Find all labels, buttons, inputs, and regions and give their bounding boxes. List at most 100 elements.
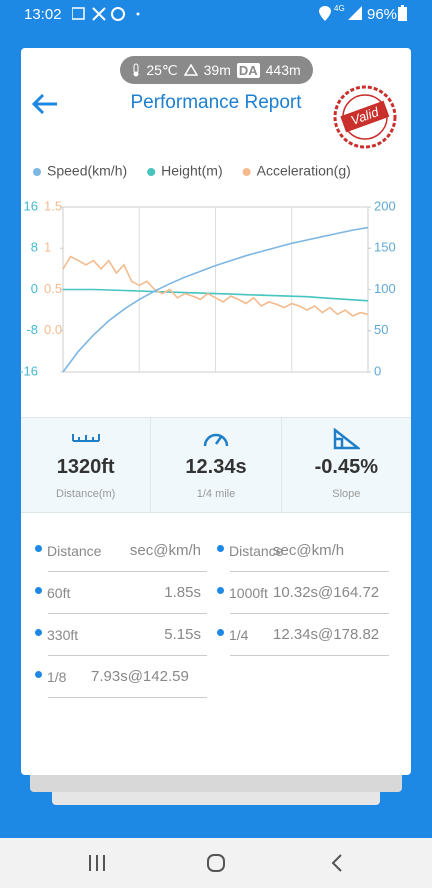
da-tag: DA <box>236 62 260 78</box>
stat-label: Slope <box>332 488 361 500</box>
mountain-icon <box>183 64 198 76</box>
report-card <box>21 48 411 775</box>
row-label: 1000ft <box>229 585 268 601</box>
row-time: 5.15s <box>164 626 201 643</box>
tick-label: 0 <box>374 363 381 378</box>
row-divider <box>230 571 389 572</box>
status-bar: 13:02 4G 96% <box>0 0 432 28</box>
location-icon <box>319 6 331 21</box>
tick-label: 16 <box>24 198 38 213</box>
series-line <box>62 255 369 317</box>
battery-icon <box>398 5 407 21</box>
conditions-badge: 25℃ 39m DA 443m <box>120 56 313 84</box>
nav-bar <box>0 838 432 888</box>
row-divider <box>48 655 207 656</box>
series-line <box>62 226 369 373</box>
row-label: Distance <box>47 543 102 559</box>
bullet <box>35 671 42 678</box>
legend-marker <box>242 168 251 176</box>
bullet <box>217 629 224 636</box>
stat-label: Distance(m) <box>56 488 116 500</box>
tick-label: 8 <box>31 240 38 255</box>
tick-label: -8 <box>26 322 38 337</box>
row-label: 1/4 <box>229 627 249 643</box>
status-icons <box>72 7 140 21</box>
density-altitude: 443m <box>265 62 301 78</box>
row-divider <box>230 613 389 614</box>
table-row: 60ft 1.85s <box>21 572 207 614</box>
legend-label: Acceleration(g) <box>257 163 351 179</box>
slope-icon <box>334 428 361 450</box>
row-time: sec@km/h <box>273 542 345 559</box>
tick-label: 150 <box>374 240 396 255</box>
stat-cell: 12.34s 1/4 mile <box>151 418 282 512</box>
table-row: 1/4 12.34s@178.82 <box>203 614 389 656</box>
valid-stamp: Valid <box>333 85 397 149</box>
row-label: Distance <box>229 543 284 559</box>
row-divider <box>48 613 207 614</box>
recents-button[interactable] <box>88 854 106 872</box>
row-time: 1.85s <box>164 584 201 601</box>
row-divider <box>48 697 207 698</box>
stats-panel: 1320ft Distance(m) 12.34s 1/4 mile -0.45… <box>21 417 411 513</box>
legend-marker <box>147 168 156 176</box>
tick-label: 0 <box>31 281 38 296</box>
row-label: 60ft <box>47 585 71 601</box>
legend-marker <box>33 168 41 176</box>
paper-shadow <box>30 770 402 792</box>
legend-label: Speed(km/h) <box>47 163 127 179</box>
row-label: 330ft <box>47 627 79 643</box>
table-column: Distance sec@km/h 60ft 1.85s 330ft 5.15s 1/8 7.… <box>21 530 207 698</box>
row-time: 7.93s@142.59 <box>91 668 189 685</box>
back-nav-button[interactable] <box>330 853 344 873</box>
tick-label: 50 <box>374 322 388 337</box>
row-divider <box>230 655 389 656</box>
stat-cell: 1320ft Distance(m) <box>21 418 152 512</box>
row-divider <box>48 571 207 572</box>
bullet <box>35 587 42 594</box>
bullet <box>217 545 224 552</box>
tick-label: 200 <box>374 198 396 213</box>
stat-label: 1/4 mile <box>196 488 236 500</box>
battery: 96% <box>367 6 398 23</box>
bullet <box>35 629 42 636</box>
stat-value: 12.34s <box>185 456 247 478</box>
signal-icon <box>348 6 362 20</box>
tick-label: -16 <box>19 363 38 378</box>
series-line <box>63 288 369 302</box>
home-button[interactable] <box>206 853 226 873</box>
tick-label: 1.5 <box>44 198 62 213</box>
tick-label: 1 <box>44 240 51 255</box>
network: 4G <box>334 4 345 13</box>
table-row: 330ft 5.15s <box>21 614 207 656</box>
header-row: Distance sec@km/h <box>21 530 207 572</box>
page-title: Performance Report <box>130 92 302 113</box>
row-time: sec@km/h <box>129 542 201 559</box>
bullet <box>35 545 42 552</box>
stat-value: -0.45% <box>314 456 378 478</box>
ruler-icon <box>71 434 100 442</box>
gauge-icon <box>203 433 229 447</box>
row-label: 1/8 <box>47 669 67 685</box>
altitude: 39m <box>203 62 231 78</box>
chart: Speed(km/h) Height(m) Acceleration(g) 16 8 0 -… <box>19 163 396 379</box>
row-time: 12.34s@178.82 <box>273 626 380 643</box>
header-row: Distance sec@km/h <box>203 530 389 572</box>
bullet <box>217 587 224 594</box>
splits-table: Distance sec@km/h 60ft 1.85s 330ft 5.15s 1/8 7.… <box>21 530 390 710</box>
tick-label: 0.0 <box>44 322 62 337</box>
table-row: 1000ft 10.32s@164.72 <box>203 572 389 614</box>
row-time: 10.32s@164.72 <box>273 584 380 601</box>
stat-cell: -0.45% Slope <box>282 418 411 512</box>
table-row: 1/8 7.93s@142.59 <box>21 656 207 698</box>
tick-label: 0.5 <box>44 281 62 296</box>
thermometer-icon <box>133 63 139 77</box>
stat-value: 1320ft <box>56 456 115 478</box>
legend-label: Height(m) <box>161 163 222 179</box>
temperature: 25℃ <box>146 61 178 78</box>
table-column: Distance sec@km/h 1000ft 10.32s@164.72 1/4 12… <box>203 530 389 656</box>
back-button[interactable] <box>30 92 60 116</box>
tick-label: 100 <box>374 281 396 296</box>
time: 13:02 <box>24 6 62 23</box>
